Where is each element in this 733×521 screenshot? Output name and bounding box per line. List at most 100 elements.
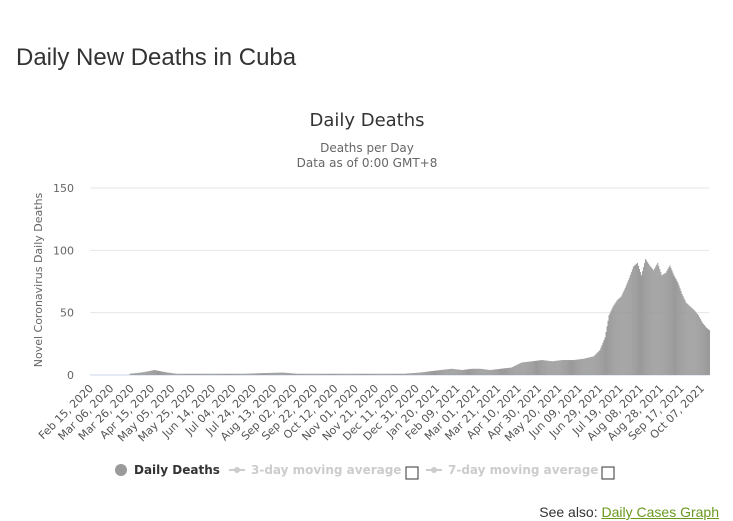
bar — [645, 259, 647, 375]
bar — [134, 373, 136, 375]
bar — [350, 373, 352, 375]
bar — [451, 368, 453, 375]
bar — [693, 310, 695, 375]
bar — [241, 373, 243, 375]
bar — [201, 373, 203, 375]
bar — [269, 372, 271, 375]
legend-item-7-day-moving-average[interactable]: 7-day moving average — [426, 463, 598, 477]
bar — [340, 373, 342, 375]
bar — [508, 367, 510, 375]
bar — [594, 355, 596, 375]
bar — [217, 373, 219, 375]
bar — [139, 372, 141, 375]
bar — [504, 368, 506, 375]
bar — [476, 368, 478, 375]
legend-label: 7-day moving average — [448, 463, 598, 477]
bar — [411, 373, 413, 375]
bar — [506, 368, 508, 375]
bar — [162, 371, 164, 375]
bar — [135, 373, 137, 375]
bar — [628, 277, 630, 375]
bar — [425, 371, 427, 375]
legend-checkbox-3-day[interactable] — [405, 466, 419, 480]
bar — [358, 373, 360, 375]
bar — [684, 300, 686, 375]
bar — [273, 372, 275, 375]
bar — [280, 372, 282, 375]
bar — [274, 372, 276, 375]
bar — [142, 372, 144, 375]
bar — [472, 368, 474, 375]
y-tick-label: 150 — [53, 182, 74, 195]
bar — [393, 373, 395, 375]
bar — [301, 373, 303, 375]
legend-item-3-day-moving-average[interactable]: 3-day moving average — [229, 463, 401, 477]
bar — [268, 372, 270, 375]
bar — [242, 373, 244, 375]
bar — [624, 287, 626, 375]
bar — [337, 373, 339, 375]
bar — [615, 301, 617, 375]
bar — [257, 373, 259, 375]
bar — [414, 372, 416, 375]
bar — [248, 373, 250, 375]
bar — [538, 360, 540, 375]
bar — [618, 298, 620, 375]
bar — [316, 373, 318, 375]
bar — [550, 361, 552, 375]
bar — [450, 368, 452, 375]
bar — [486, 369, 488, 375]
bar — [323, 373, 325, 375]
bar — [371, 373, 373, 375]
bar — [282, 372, 284, 375]
bar — [349, 373, 351, 375]
bar — [171, 373, 173, 375]
bar — [228, 373, 230, 375]
bar — [261, 373, 263, 375]
bar — [207, 373, 209, 375]
bar — [361, 373, 363, 375]
legend-checkbox-7-day[interactable] — [601, 466, 615, 480]
bar — [245, 373, 247, 375]
bar — [378, 373, 380, 375]
bar — [416, 372, 418, 375]
bar — [557, 360, 559, 375]
legend-item-daily-deaths[interactable]: Daily Deaths — [115, 463, 220, 477]
bar — [585, 358, 587, 375]
bar — [641, 275, 643, 375]
bar — [463, 369, 465, 375]
bar — [621, 294, 623, 375]
legend-marker-dot — [431, 467, 437, 473]
bar — [156, 370, 158, 375]
bar — [190, 373, 192, 375]
bar — [191, 373, 193, 375]
bar — [579, 359, 581, 375]
bars — [129, 259, 711, 376]
bar — [581, 359, 583, 375]
daily-cases-graph-link[interactable]: Daily Cases Graph — [601, 504, 720, 520]
bar — [627, 280, 629, 375]
bar — [636, 262, 638, 375]
bar — [200, 373, 202, 375]
bar — [203, 373, 205, 375]
bar — [267, 372, 269, 375]
bar — [418, 372, 420, 375]
bar — [681, 293, 683, 375]
bar — [666, 270, 668, 375]
bar — [153, 370, 155, 375]
bar — [452, 368, 454, 375]
bar — [225, 373, 227, 375]
bar — [369, 373, 371, 375]
bar — [525, 362, 527, 375]
bar — [143, 371, 145, 375]
bar — [466, 369, 468, 375]
bar — [197, 373, 199, 375]
bar — [549, 361, 551, 375]
bar — [405, 373, 407, 375]
bar — [568, 360, 570, 375]
bar — [351, 373, 353, 375]
bar — [677, 282, 679, 375]
bar — [399, 373, 401, 375]
bar — [654, 268, 656, 375]
bar — [569, 360, 571, 375]
